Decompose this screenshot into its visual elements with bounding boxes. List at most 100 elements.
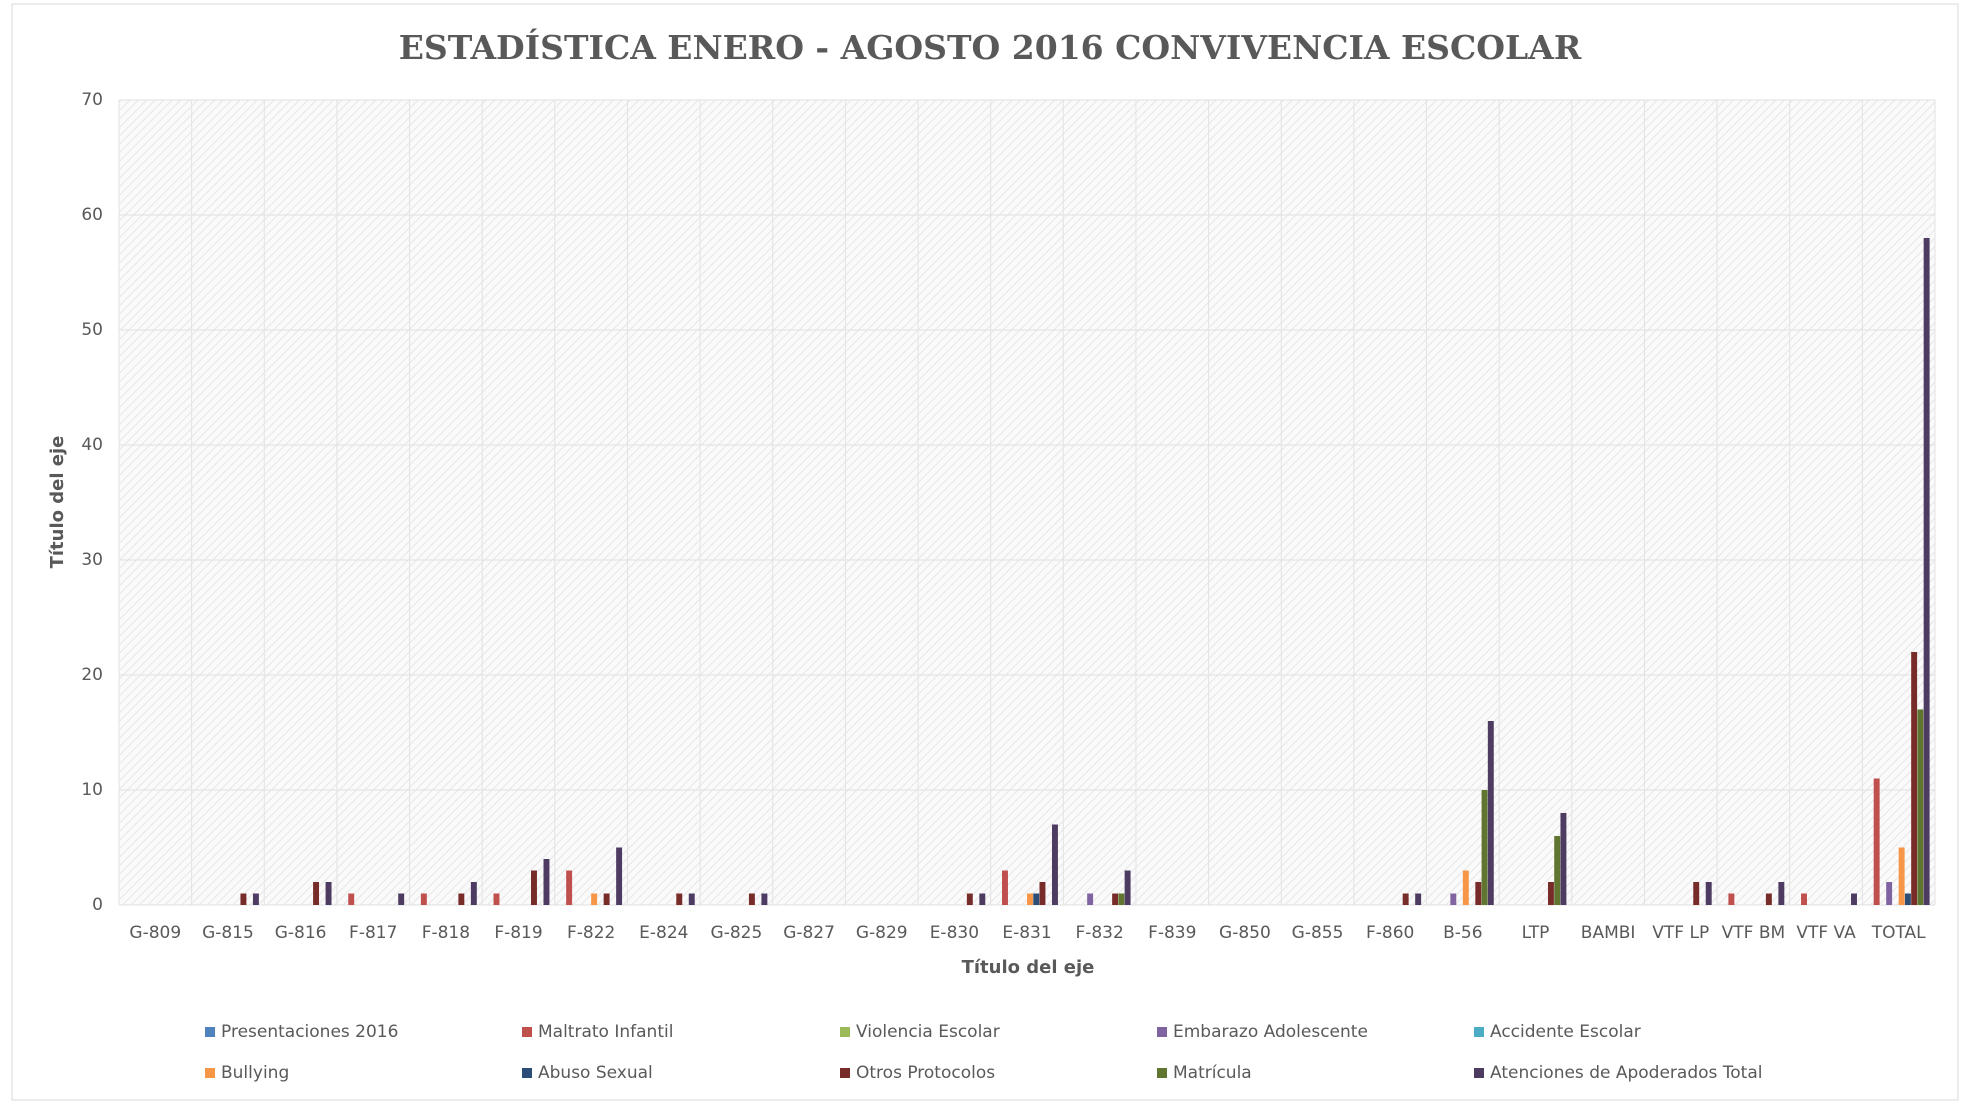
x-tick-label: E-830 [930, 923, 979, 943]
bar [1898, 847, 1905, 905]
bar [748, 893, 755, 905]
legend-label: Bullying [221, 1063, 289, 1083]
x-tick-label: VTF BM [1722, 923, 1786, 943]
bar [348, 893, 355, 905]
x-tick-label: G-816 [275, 923, 327, 943]
bar [1560, 813, 1567, 905]
x-tick-label: LTP [1522, 923, 1550, 943]
legend-swatch [522, 1068, 532, 1078]
x-tick-label: G-827 [783, 923, 835, 943]
x-tick-label: B-56 [1443, 923, 1482, 943]
x-tick-label: F-819 [494, 923, 542, 943]
bar [1904, 893, 1911, 905]
bar [616, 847, 623, 905]
bar [1002, 870, 1008, 905]
y-axis-title: Título del eje [47, 436, 68, 569]
bar [240, 893, 247, 905]
legend-swatch [1474, 1027, 1484, 1037]
bar [1051, 824, 1058, 905]
x-tick-label: VTF LP [1652, 923, 1709, 943]
bar [1027, 893, 1033, 905]
bar [1402, 893, 1409, 905]
bar [1481, 790, 1488, 905]
x-tick-label: G-815 [202, 923, 254, 943]
bar [1475, 882, 1482, 905]
x-tick-label: BAMBI [1581, 923, 1636, 943]
x-tick-label: F-817 [349, 923, 397, 943]
legend-label: Maltrato Infantil [538, 1022, 673, 1042]
bar [1917, 709, 1924, 905]
bar [1693, 882, 1700, 905]
legend-label: Accidente Escolar [1490, 1022, 1641, 1042]
bar [676, 893, 683, 905]
bar [1547, 882, 1554, 905]
bar [1851, 893, 1857, 905]
bar [1554, 836, 1561, 905]
bar [688, 893, 695, 905]
x-tick-label: VTF VA [1796, 923, 1856, 943]
legend-label: Abuso Sexual [538, 1063, 653, 1083]
y-tick-label: 40 [81, 435, 103, 455]
chart-title: ESTADÍSTICA ENERO - AGOSTO 2016 CONVIVEN… [399, 27, 1582, 67]
bar [1112, 893, 1119, 905]
bar [566, 870, 573, 905]
legend-swatch [1157, 1068, 1167, 1078]
bar [313, 882, 320, 905]
legend-swatch [1157, 1027, 1167, 1037]
bar [1039, 882, 1046, 905]
x-tick-label: TOTAL [1871, 923, 1926, 943]
y-tick-label: 50 [81, 320, 103, 340]
x-tick-label: G-809 [129, 923, 181, 943]
legend-label: Otros Protocolos [856, 1063, 995, 1083]
x-tick-label: E-824 [639, 923, 688, 943]
legend-swatch [205, 1068, 215, 1078]
x-tick-label: G-825 [711, 923, 763, 943]
bar [1487, 721, 1494, 905]
bar [1087, 893, 1094, 905]
y-tick-label: 70 [81, 90, 103, 110]
y-tick-label: 30 [81, 550, 103, 570]
bar [603, 893, 610, 905]
legend-swatch [1474, 1068, 1484, 1078]
bar [1033, 893, 1040, 905]
bar [966, 893, 973, 905]
legend-swatch [522, 1027, 532, 1037]
bar [252, 893, 259, 905]
x-axis-title: Título del eje [962, 957, 1095, 978]
bar [1462, 870, 1469, 905]
bar [531, 870, 537, 905]
bar [1450, 893, 1457, 905]
bar [1778, 882, 1785, 905]
y-tick-label: 60 [81, 205, 103, 225]
bar [470, 882, 477, 905]
x-tick-label: F-832 [1075, 923, 1123, 943]
bar [1415, 893, 1422, 905]
bar [1873, 778, 1880, 905]
x-tick-label: F-839 [1148, 923, 1196, 943]
bar [543, 859, 550, 905]
x-tick-label: G-855 [1292, 923, 1344, 943]
legend-label: Presentaciones 2016 [221, 1022, 398, 1042]
chart-border [11, 3, 1959, 1101]
x-tick-label: E-831 [1002, 923, 1051, 943]
legend-label: Embarazo Adolescente [1173, 1022, 1368, 1042]
y-tick-label: 20 [81, 665, 103, 685]
bar [1886, 882, 1893, 905]
bar [458, 893, 465, 905]
legend-swatch [205, 1027, 215, 1037]
bar [420, 893, 427, 905]
bar [1118, 893, 1125, 905]
x-tick-label: G-850 [1219, 923, 1271, 943]
bar [1728, 893, 1735, 905]
bar [761, 893, 768, 905]
legend-label: Atenciones de Apoderados Total [1490, 1063, 1762, 1083]
plot-area [119, 100, 1935, 905]
x-tick-label: F-860 [1366, 923, 1414, 943]
legend-label: Matrícula [1173, 1063, 1252, 1083]
bar [1705, 882, 1712, 905]
bar [398, 893, 405, 905]
bar [1124, 870, 1131, 905]
bar [1765, 893, 1772, 905]
legend-swatch [840, 1068, 850, 1078]
